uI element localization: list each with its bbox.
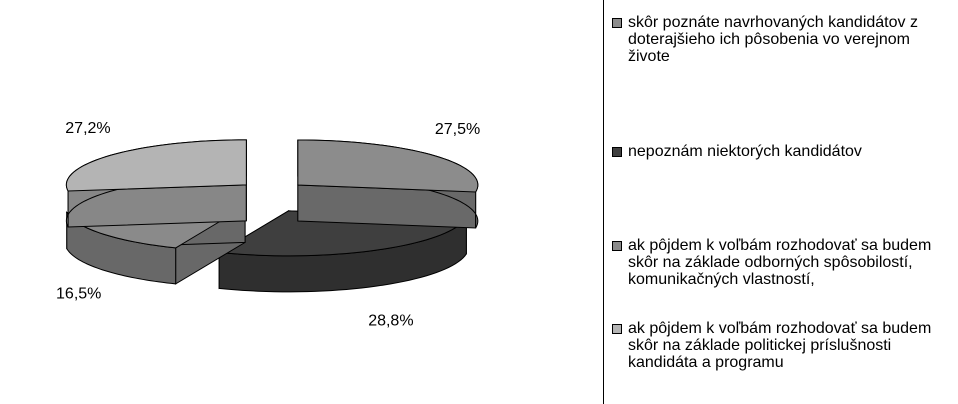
data-label: 27,2% bbox=[65, 120, 110, 137]
slice bbox=[297, 139, 479, 193]
data-label: 28,8% bbox=[368, 312, 413, 329]
legend-label: ak pôjdem k voľbám rozhodovať sa budem s… bbox=[628, 320, 932, 371]
legend-swatch bbox=[612, 324, 622, 334]
data-label: 16,5% bbox=[56, 285, 101, 302]
legend-entry: skôr poznáte navrhovaných kandidátov z d… bbox=[612, 14, 952, 65]
legend-swatch bbox=[612, 147, 622, 157]
legend-swatch bbox=[612, 241, 622, 251]
data-label: 27,5% bbox=[435, 121, 480, 138]
legend-entry: ak pôjdem k voľbám rozhodovať sa budem s… bbox=[612, 237, 952, 288]
legend: skôr poznáte navrhovaných kandidátov z d… bbox=[603, 0, 958, 404]
legend-entry: nepoznám niektorých kandidátov bbox=[612, 143, 952, 160]
legend-swatch bbox=[612, 18, 622, 28]
slice bbox=[65, 139, 247, 192]
legend-label: ak pôjdem k voľbám rozhodovať sa budem s… bbox=[628, 237, 932, 288]
slice bbox=[65, 139, 247, 228]
legend-entry: ak pôjdem k voľbám rozhodovať sa budem s… bbox=[612, 320, 952, 371]
pie-area: 27,5% 28,8% 16,5% 27,2% bbox=[56, 120, 480, 329]
legend-label: skôr poznáte navrhovaných kandidátov z d… bbox=[628, 14, 918, 65]
legend-label: nepoznám niektorých kandidátov bbox=[628, 143, 862, 160]
slice bbox=[297, 139, 479, 229]
